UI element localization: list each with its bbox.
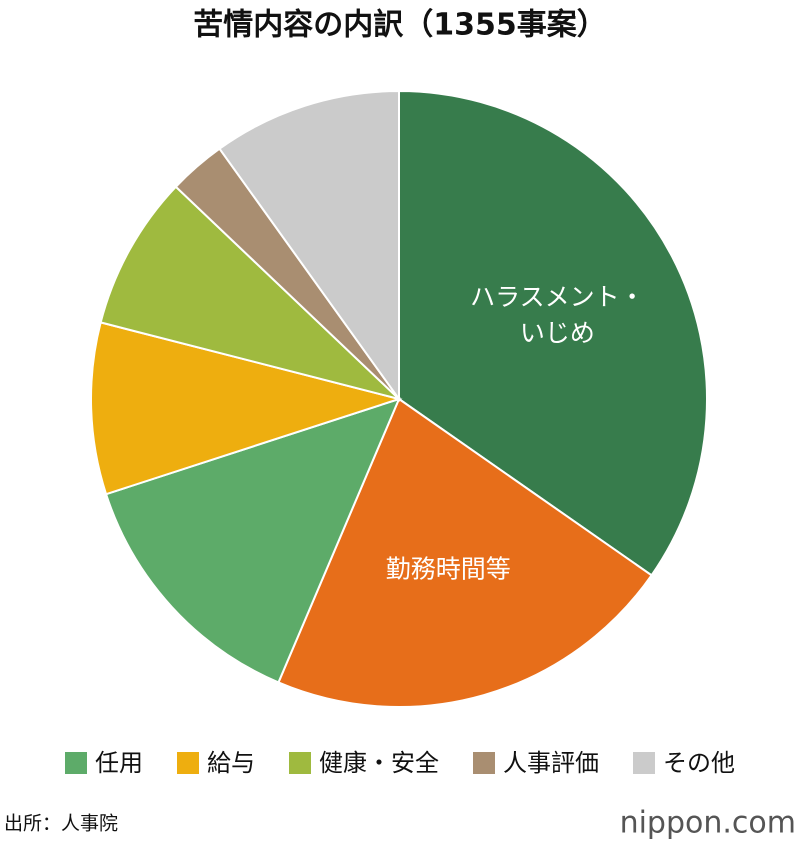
legend-label: 給与: [207, 749, 255, 777]
legend-swatch: [65, 752, 87, 774]
pie-slice: [99, 185, 403, 401]
pie-slice: [398, 89, 708, 577]
legend-label: 健康・安全: [319, 749, 439, 777]
pie-slice: [104, 397, 401, 684]
legend-swatch: [633, 752, 655, 774]
logo: nippon.com: [620, 806, 796, 841]
slice-label: ハラスメント・いじめ: [470, 282, 645, 347]
pie-slice: [218, 89, 400, 403]
chart-title: 苦情内容の内訳（1355事案）: [193, 8, 607, 43]
legend-label: 任用: [95, 749, 143, 777]
pie-slice: [90, 321, 403, 496]
legend-label: 人事評価: [503, 749, 599, 777]
slice-label: 勤務時間等: [386, 555, 511, 584]
source: 出所：人事院: [4, 813, 118, 835]
legend-swatch: [473, 752, 495, 774]
legend: 任用 給与 健康・安全 人事評価 その他: [65, 749, 735, 777]
legend-swatch: [289, 752, 311, 774]
legend-swatch: [177, 752, 199, 774]
legend-label: その他: [663, 749, 735, 777]
pie-slice: [277, 397, 653, 708]
